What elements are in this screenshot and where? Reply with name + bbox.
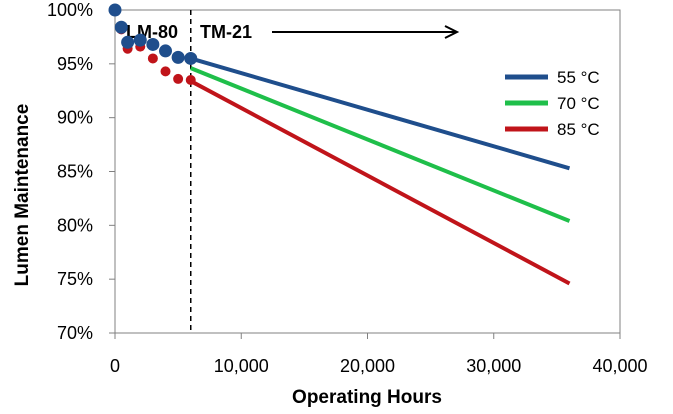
x-axis-title: Operating Hours: [292, 387, 442, 408]
x-tick-label: 0: [110, 356, 120, 376]
data-point-85CC: [185, 74, 196, 85]
data-point-55CC: [171, 50, 185, 64]
data-point-55CC: [108, 3, 122, 17]
projection-line-70CC: [190, 66, 571, 223]
y-tick-label: 75%: [57, 269, 93, 289]
data-point-55CC: [114, 20, 128, 34]
legend-label-70CC: 70 °C: [557, 94, 600, 113]
projection-line-55CC: [190, 56, 571, 171]
data-point-55CC: [133, 33, 147, 47]
y-tick-label: 70%: [57, 323, 93, 343]
tm21-arrow-head: [444, 25, 460, 39]
data-point-55CC: [159, 44, 172, 58]
x-tick-label: 20,000: [340, 356, 395, 376]
x-tick-label: 10,000: [214, 356, 269, 376]
tm21-label: TM-21: [200, 22, 252, 42]
y-tick-label: 95%: [57, 54, 93, 74]
data-point-85CC: [173, 73, 184, 84]
y-tick-label: 90%: [57, 108, 93, 128]
data-point-55CC: [121, 35, 135, 49]
data-point-55CC: [184, 51, 198, 65]
data-point-85CC: [160, 66, 171, 77]
y-tick-label: 80%: [57, 215, 93, 235]
x-tick-label: 30,000: [466, 356, 521, 376]
data-point-55CC: [146, 37, 160, 51]
legend-label-85CC: 85 °C: [557, 120, 600, 139]
x-tick-label: 40,000: [592, 356, 647, 376]
y-axis-title: Lumen Maintenance: [12, 104, 33, 287]
data-point-85CC: [147, 53, 158, 64]
y-tick-label: 100%: [47, 0, 93, 20]
legend-label-55CC: 55 °C: [557, 68, 600, 87]
projection-line-85CC: [189, 79, 571, 286]
y-tick-label: 85%: [57, 162, 93, 182]
